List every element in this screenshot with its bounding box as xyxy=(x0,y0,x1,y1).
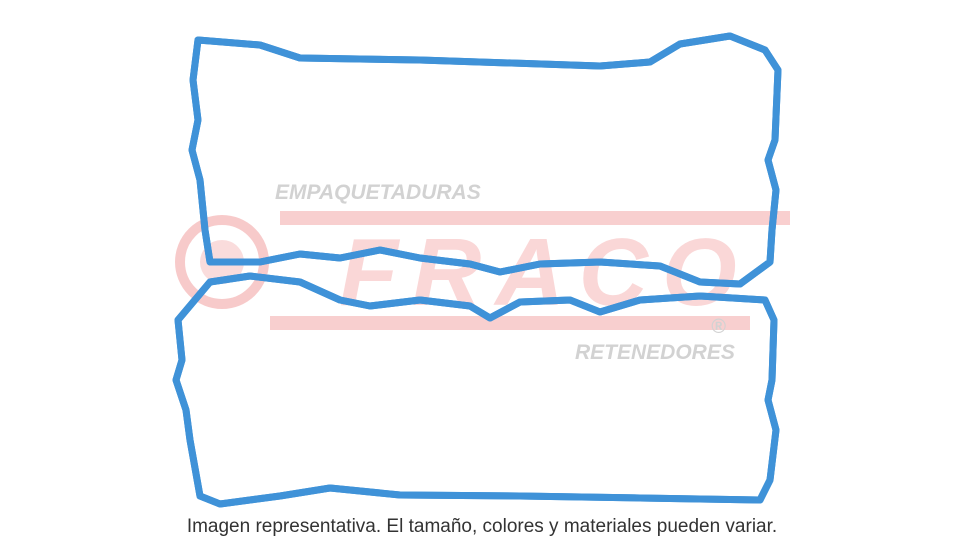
caption: Imagen representativa. El tamaño, colore… xyxy=(187,516,777,537)
watermark-top: EMPAQUETADURAS xyxy=(275,181,481,204)
logo-stripe xyxy=(270,316,750,330)
watermark-bottom: RETENEDORES xyxy=(575,341,735,364)
registered: ® xyxy=(711,316,726,338)
logo-stripe xyxy=(280,211,790,225)
brand: FRACO xyxy=(339,219,750,326)
gasket-lower xyxy=(172,272,780,508)
gasket-upper xyxy=(188,32,782,288)
